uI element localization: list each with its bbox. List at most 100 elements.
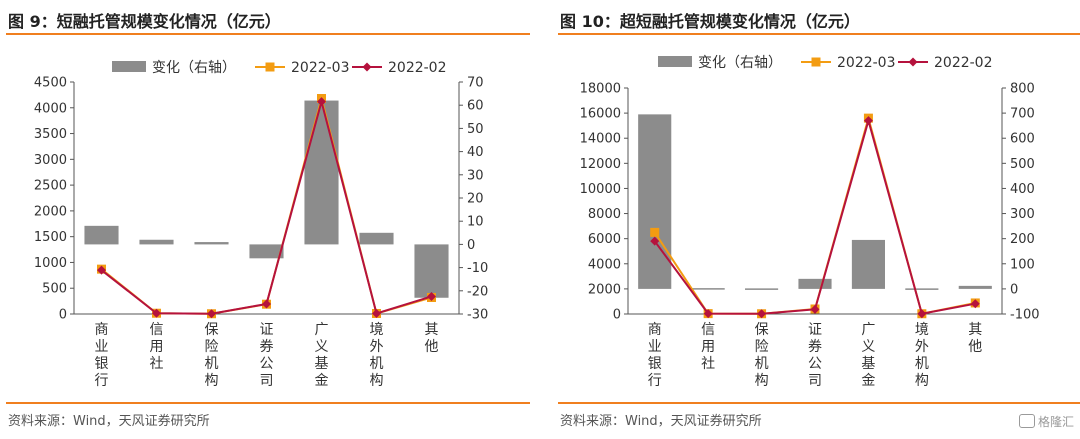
data-point [207,309,216,319]
category-label: 社 [701,356,715,372]
category-label: 境 [915,322,929,338]
legend-label: 2022-02 [388,60,447,76]
footer-divider [6,402,530,404]
left-tick-label: 16000 [580,107,621,122]
data-point [703,309,713,319]
legend-swatch [112,61,146,72]
data-point [863,116,873,126]
category-label: 机 [370,356,384,372]
data-point [427,291,436,301]
chart-panel-right: 图 10：超短融托管规模变化情况（亿元） 0 2000 4000 6000 8000 10… [552,0,1080,439]
legend-marker [362,62,372,72]
left-tick-label: 1500 [34,230,67,245]
category-label: 广 [861,322,875,338]
category-label: 银 [648,356,662,372]
category-label: 信 [701,322,715,338]
series-line [100,97,432,315]
chart-svg: 0200040006000800010000120001400016000180… [580,55,1040,389]
category-label: 行 [648,373,662,389]
right-tick-label: 10 [467,215,484,230]
left-tick-label: 3500 [34,127,67,142]
category-label: 商 [95,322,109,338]
data-point [152,308,161,318]
left-tick-label: 1000 [34,256,67,271]
bar [304,100,339,245]
category-label: 机 [205,356,219,372]
category-label: 券 [260,339,274,355]
data-point [372,308,381,318]
source-note: 资料来源：Wind，天风证券研究所 [8,414,210,429]
bar [851,239,885,289]
title-divider [6,33,530,35]
title-divider [558,33,1080,35]
category-label: 其 [968,322,982,338]
left-tick-label: 2500 [34,179,67,194]
category-label: 银 [95,356,109,372]
category-label: 基 [861,355,875,372]
category-label: 用 [150,339,164,355]
category-label: 商 [648,322,662,338]
chart-svg: 050010001500200025003000350040004500-30-… [34,60,488,389]
category-label: 公 [260,356,274,372]
category-label: 他 [425,339,439,355]
left-tick-label: 14000 [580,132,621,147]
bar [194,242,229,245]
right-tick-label: 300 [1010,207,1035,222]
legend-label: 变化（右轴） [152,60,236,76]
right-tick-label: 700 [1010,107,1035,122]
bar [359,232,394,245]
bar [139,239,174,245]
chart-title: 图 9：短融托管规模变化情况（亿元） [8,12,281,31]
category-label: 司 [808,373,822,389]
legend-marker [811,57,821,67]
right-tick-label: 0 [467,238,475,253]
category-label: 险 [755,339,769,355]
legend-label: 变化（右轴） [698,55,782,71]
bar [905,288,939,290]
right-tick-label: -100 [1010,308,1040,323]
category-label: 他 [968,339,982,355]
category-label: 用 [701,339,715,355]
right-tick-label: 40 [467,145,484,160]
bar [691,288,725,290]
data-point [970,299,980,309]
category-label: 机 [915,356,929,372]
right-tick-label: 600 [1010,132,1035,147]
category-label: 其 [425,322,439,338]
category-label: 基 [315,355,329,372]
data-point [262,299,271,309]
left-tick-label: 500 [42,282,67,297]
right-tick-label: 800 [1010,82,1035,97]
bar [958,285,992,289]
category-label: 险 [205,339,219,355]
left-tick-label: 2000 [34,204,67,219]
right-tick-label: 500 [1010,157,1035,172]
category-label: 境 [370,322,384,338]
footer-divider [558,402,1080,404]
category-label: 保 [205,322,219,338]
category-label: 构 [915,373,929,389]
category-label: 公 [808,356,822,372]
right-tick-label: 60 [467,99,484,114]
legend-label: 2022-03 [291,60,350,76]
category-label: 义 [861,339,875,355]
category-label: 信 [150,322,164,338]
category-label: 行 [95,373,109,389]
category-label: 广 [315,322,329,338]
logo-icon [1018,414,1035,428]
data-point [757,309,767,319]
category-label: 构 [370,373,384,389]
left-tick-label: 0 [613,308,621,323]
category-label: 构 [205,373,219,389]
data-point [650,227,660,237]
left-tick-label: 2000 [588,282,621,297]
series-line [100,94,432,315]
category-label: 金 [861,373,875,389]
category-label: 保 [755,322,769,338]
category-label: 证 [260,322,274,338]
data-point [650,236,660,246]
legend-label: 2022-02 [934,55,993,71]
right-tick-label: -30 [467,308,488,323]
right-tick-label: 20 [467,192,484,207]
category-label: 构 [755,373,769,389]
